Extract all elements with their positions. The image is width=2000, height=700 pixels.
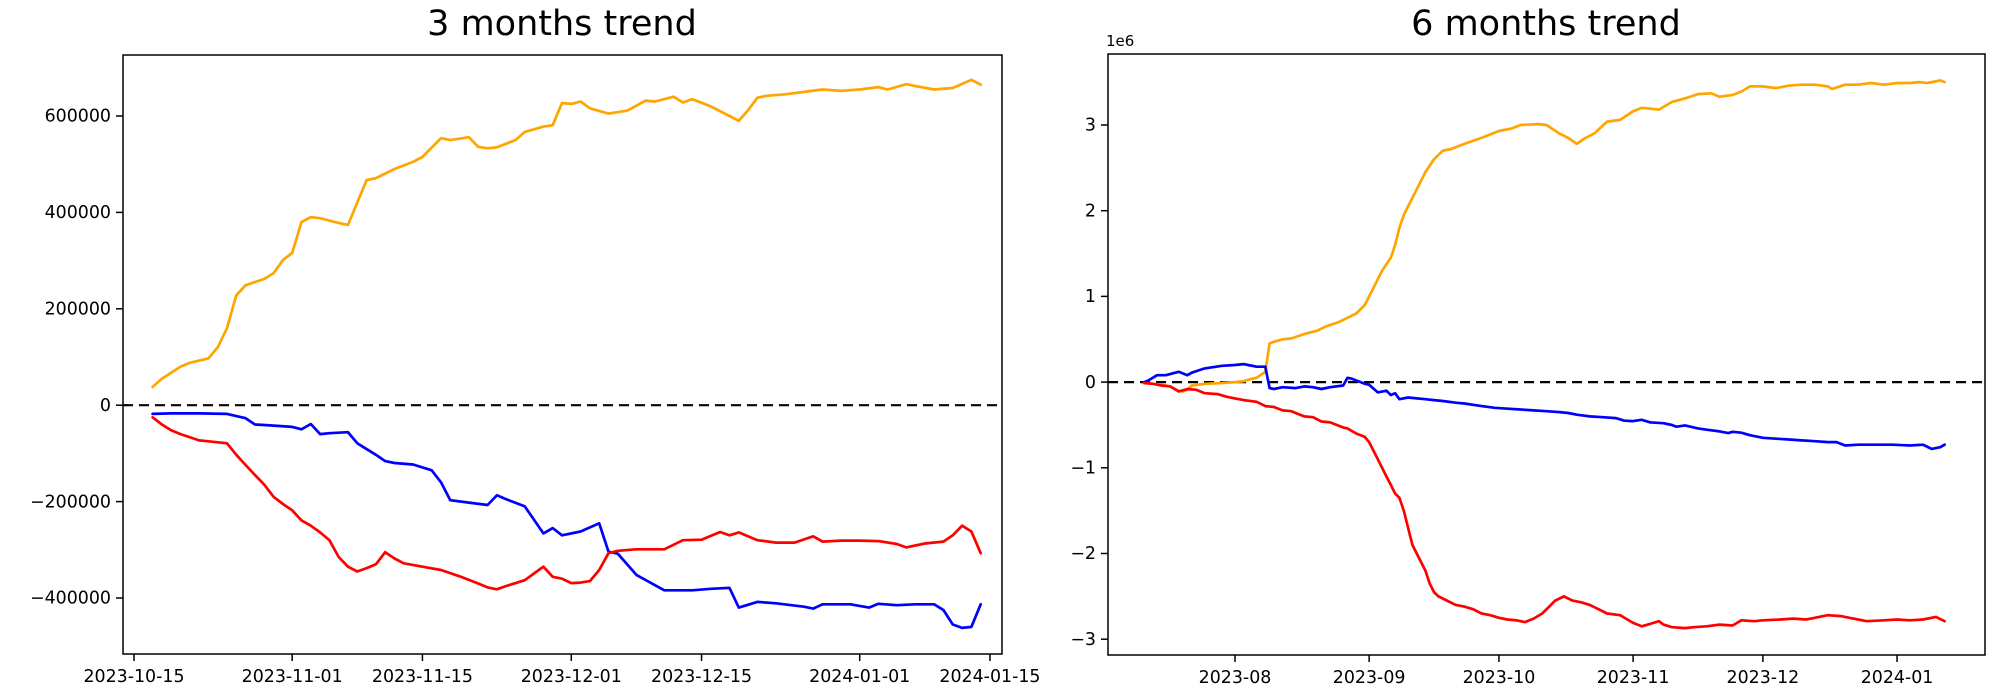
x-tick-label: 2023-12-15 <box>651 667 752 687</box>
x-tick-label: 2024-01 <box>1861 668 1934 688</box>
series-line-red <box>151 415 983 591</box>
y-tick-label: 1 <box>1085 287 1096 307</box>
y-tick-label: 400000 <box>45 203 111 223</box>
series-line-blue <box>151 412 983 630</box>
series-line-blue <box>1142 362 1946 451</box>
plot-border <box>1107 53 1986 656</box>
chart-3-months-trend: 2023-10-15 2023-11-01 2023-11-15 2023-12-01… <box>30 54 1041 687</box>
x-tick-label: 2024-01-15 <box>939 667 1040 687</box>
y-tick-label: −1 <box>1070 459 1096 479</box>
chart-6-months-trend: 2023-08 2023-09 2023-10 2023-11 2023-12 2024-… <box>1070 53 1986 688</box>
y-tick-label: −400000 <box>30 589 111 609</box>
x-tick-label: 2023-12-01 <box>521 667 622 687</box>
x-tick-label: 2023-10 <box>1463 668 1536 688</box>
y-tick-label: 200000 <box>45 300 111 320</box>
x-tick-label: 2024-01-01 <box>809 667 910 687</box>
series-line-orange <box>151 78 983 389</box>
y-axis-offset-label: 1e6 <box>1106 32 1135 50</box>
series-line-red <box>1142 381 1946 630</box>
x-tick-label: 2023-12 <box>1727 668 1800 688</box>
y-tick-label: 0 <box>100 396 111 416</box>
y-tick-label: 0 <box>1085 373 1096 393</box>
x-tick-label: 2023-09 <box>1333 668 1406 688</box>
series-line-orange <box>1142 79 1946 393</box>
plot-border <box>122 54 1003 655</box>
x-tick-label: 2023-10-15 <box>83 667 184 687</box>
y-tick-label: −3 <box>1070 630 1096 650</box>
x-tick-label: 2023-08 <box>1199 668 1272 688</box>
x-tick-label: 2023-11 <box>1597 668 1670 688</box>
y-tick-label: 600000 <box>45 107 111 127</box>
y-tick-label: 2 <box>1085 201 1096 221</box>
y-tick-label: −200000 <box>30 492 111 512</box>
y-tick-label: −2 <box>1070 544 1096 564</box>
x-tick-label: 2023-11-01 <box>242 667 343 687</box>
chart-title-6-months: 6 months trend <box>1411 4 1681 44</box>
x-tick-label: 2023-11-15 <box>372 667 473 687</box>
chart-title-3-months: 3 months trend <box>427 4 697 44</box>
y-tick-label: 3 <box>1085 116 1096 136</box>
